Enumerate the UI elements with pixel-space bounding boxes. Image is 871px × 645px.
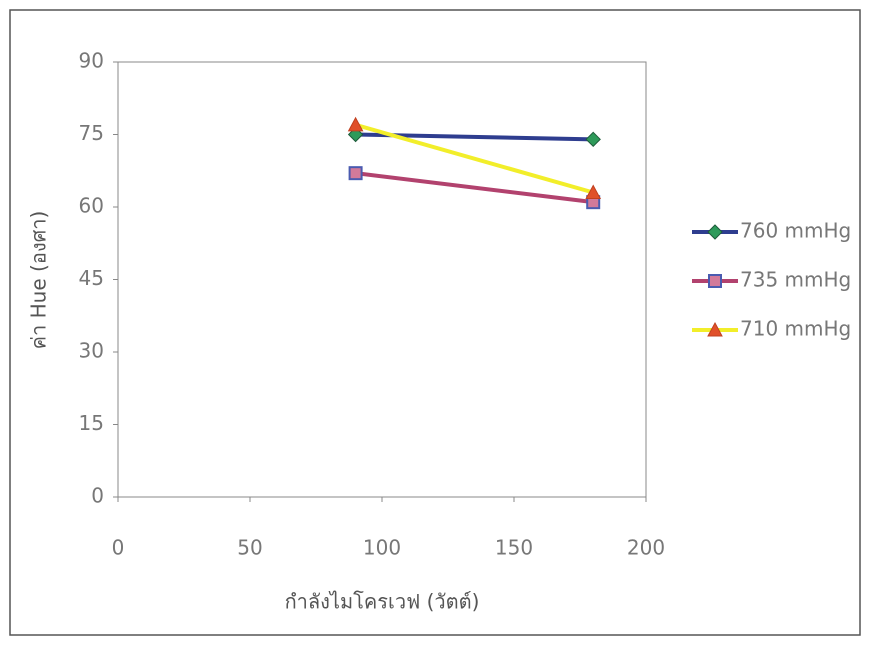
y-tick-label: 90	[79, 49, 104, 73]
x-tick-label: 200	[627, 536, 665, 560]
marker	[708, 274, 722, 288]
legend-label: 735 mmHg	[740, 268, 851, 292]
series-line	[355, 171, 594, 205]
plot-area	[117, 61, 647, 498]
y-tick-label: 45	[79, 266, 104, 290]
marker	[707, 321, 723, 337]
x-axis-title: กำลังไมโครเวฟ (วัตต์)	[285, 590, 480, 614]
y-tick-label: 0	[91, 484, 104, 508]
chart-frame	[9, 9, 861, 636]
marker	[348, 166, 363, 181]
marker	[585, 184, 602, 199]
y-axis-title: ค่า Hue (องศา)	[27, 211, 51, 350]
y-tick-label: 30	[79, 339, 104, 363]
y-tick-label: 75	[79, 121, 104, 145]
y-tick-label: 60	[79, 194, 104, 218]
marker	[585, 131, 601, 148]
legend-label: 760 mmHg	[740, 219, 851, 243]
marker	[347, 116, 364, 132]
marker	[707, 224, 723, 240]
y-tick-label: 15	[79, 411, 104, 435]
x-tick-label: 0	[112, 536, 125, 560]
x-tick-label: 50	[237, 536, 262, 560]
legend-label: 710 mmHg	[740, 317, 851, 341]
x-tick-label: 100	[363, 536, 401, 560]
x-tick-label: 150	[495, 536, 533, 560]
series-line	[355, 122, 594, 195]
